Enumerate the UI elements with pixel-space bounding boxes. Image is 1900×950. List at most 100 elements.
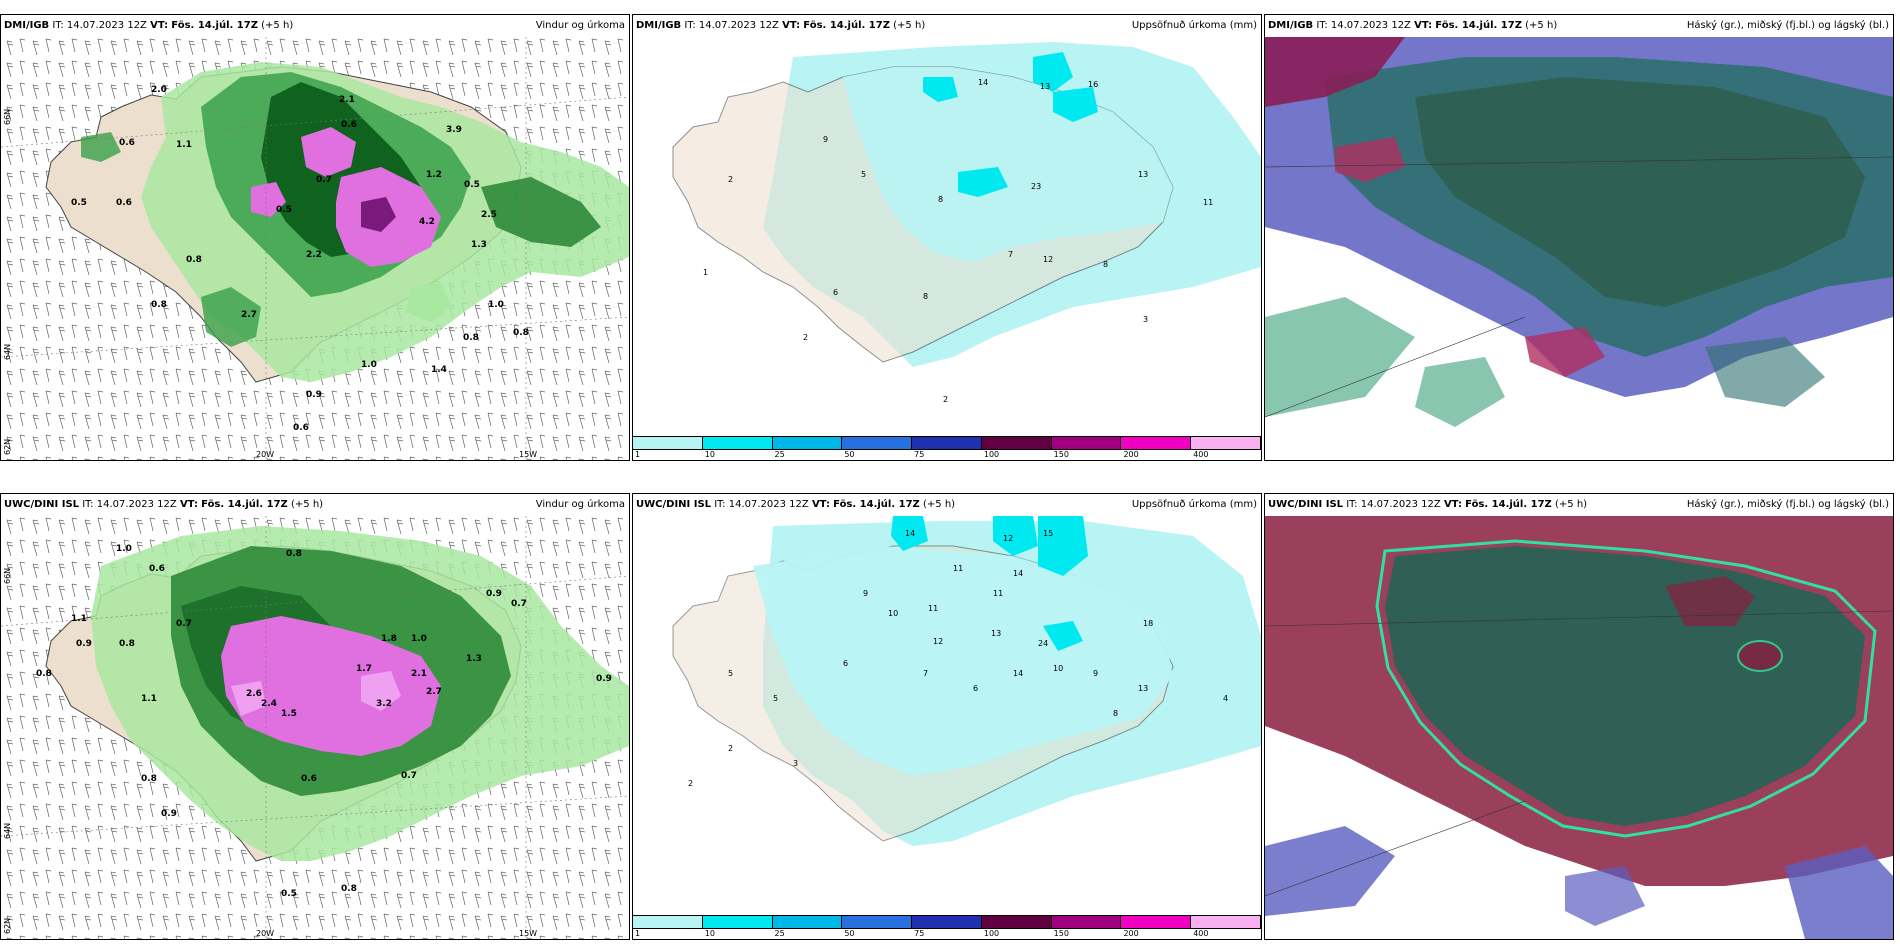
map-accum-precip: 14 13 16 9 5 8 23 13 11 8 2 6 8 12 7 1 2… — [672, 42, 1261, 404]
precip-label: 0.7 — [316, 175, 332, 185]
colorbar-swatch — [912, 436, 982, 450]
colorbar-swatch — [912, 915, 982, 929]
precip-label: 0.8 — [119, 639, 135, 649]
accum-label: 5 — [773, 694, 778, 703]
accum-label: 16 — [1088, 80, 1098, 89]
panel-header: UWC/DINI ISL IT: 14.07.2023 12Z VT: Fös.… — [1, 494, 629, 516]
panel-accum-precip-uwc: UWC/DINI ISL IT: 14.07.2023 12Z VT: Fös.… — [632, 493, 1262, 940]
accum-label: 6 — [843, 659, 848, 668]
colorbar-label: 100 — [983, 929, 1000, 938]
panel-header: DMI/IGB IT: 14.07.2023 12Z VT: Fös. 14.j… — [1, 15, 629, 37]
lat-label: 62N — [3, 917, 12, 934]
accum-label: 1 — [703, 268, 708, 277]
accum-label: 11 — [1203, 198, 1213, 207]
lead-time: (+5 h) — [893, 20, 926, 31]
accum-label: 18 — [1143, 619, 1153, 628]
precip-label: 2.4 — [261, 699, 277, 709]
precip-label: 1.1 — [71, 614, 87, 624]
valid-time: Fös. 14.júl. 17Z — [833, 499, 920, 510]
colorbar-label: 25 — [774, 450, 785, 459]
precip-label: 0.7 — [511, 599, 527, 609]
precip-label: 1.0 — [411, 634, 427, 644]
precip-label: 0.8 — [186, 255, 202, 265]
accum-label: 11 — [953, 564, 963, 573]
accum-label: 13 — [1138, 170, 1148, 179]
lead-time: (+5 h) — [1525, 20, 1558, 31]
colorbar-swatch — [1121, 915, 1192, 929]
accum-label: 11 — [993, 589, 1003, 598]
precip-label: 0.7 — [401, 771, 417, 781]
precip-label: 0.6 — [293, 423, 309, 433]
colorbar-label: 25 — [774, 929, 785, 938]
precip-label: 0.5 — [281, 889, 297, 899]
map-clouds — [1265, 37, 1893, 460]
lead-time: (+5 h) — [1555, 499, 1588, 510]
accum-label: 12 — [1003, 534, 1013, 543]
colorbar-label: 100 — [983, 450, 1000, 459]
valid-time: Fös. 14.júl. 17Z — [1435, 20, 1522, 31]
panel-accum-precip-dmi: DMI/IGB IT: 14.07.2023 12Z VT: Fös. 14.j… — [632, 14, 1262, 461]
accum-label: 15 — [1043, 529, 1053, 538]
precip-label: 0.8 — [513, 328, 529, 338]
valid-time: Fös. 14.júl. 17Z — [171, 20, 258, 31]
precip-label: 2.7 — [241, 310, 257, 320]
precip-label: 1.3 — [471, 240, 487, 250]
precip-label: 2.1 — [339, 95, 355, 105]
lead-time: (+5 h) — [291, 499, 324, 510]
lon-label: 15W — [519, 929, 538, 938]
panel-wind-precip-uwc: UWC/DINI ISL IT: 14.07.2023 12Z VT: Fös.… — [0, 493, 630, 940]
precip-label: 0.9 — [486, 589, 502, 599]
valid-time: Fös. 14.júl. 17Z — [201, 499, 288, 510]
precip-label: 4.2 — [419, 217, 435, 227]
lat-label: 66N — [3, 108, 12, 125]
colorbar-swatch — [842, 915, 913, 929]
lead-time: (+5 h) — [261, 20, 294, 31]
panel-wind-precip-dmi: DMI/IGB IT: 14.07.2023 12Z VT: Fös. 14.j… — [0, 14, 630, 461]
colorbar-label: 400 — [1193, 450, 1209, 459]
precip-label: 0.7 — [176, 619, 192, 629]
precip-label: 0.5 — [464, 180, 480, 190]
precip-label: 1.0 — [488, 300, 504, 310]
accum-label: 2 — [728, 744, 733, 753]
precip-label: 0.9 — [596, 674, 612, 684]
colorbar-label: 400 — [1193, 929, 1209, 938]
precip-label: 0.9 — [306, 390, 322, 400]
model-name: UWC/DINI ISL — [4, 499, 80, 510]
lon-label: 20W — [256, 929, 275, 938]
map-accum-precip: 14 12 15 11 14 11 9 10 11 13 24 14 12 10… — [672, 516, 1261, 846]
accum-label: 8 — [1103, 260, 1108, 269]
precip-label: 1.0 — [116, 544, 132, 554]
accum-label: 9 — [1093, 669, 1098, 678]
colorbar-swatch — [702, 436, 773, 450]
colorbar-swatch — [1191, 436, 1261, 450]
lat-label: 64N — [3, 822, 12, 839]
colorbar-label: 50 — [844, 450, 855, 459]
accum-label: 13 — [1138, 684, 1148, 693]
precip-label: 1.4 — [431, 365, 447, 375]
precip-label: 0.8 — [36, 669, 52, 679]
valid-time: Fös. 14.júl. 17Z — [803, 20, 890, 31]
colorbar-swatch — [772, 436, 843, 450]
model-name: DMI/IGB — [4, 20, 50, 31]
accum-label: 6 — [833, 288, 838, 297]
colorbar-swatch — [1051, 915, 1122, 929]
precip-label: 0.8 — [151, 300, 167, 310]
valid-time: Fös. 14.júl. 17Z — [1465, 499, 1552, 510]
map-wind-precip: 1.0 0.6 0.8 1.1 0.7 0.9 0.8 0.8 1.1 2.6 … — [1, 516, 629, 939]
accum-label: 13 — [1040, 82, 1050, 91]
precip-label: 2.1 — [411, 669, 427, 679]
accum-label: 5 — [861, 170, 866, 179]
precip-label: 2.7 — [426, 687, 442, 697]
colorbar-label: 75 — [914, 929, 925, 938]
init-time: 14.07.2023 12Z — [96, 499, 177, 510]
accum-label: 12 — [933, 637, 943, 646]
colorbar-swatch — [633, 915, 703, 929]
colorbar-label: 10 — [704, 929, 715, 938]
precip-label: 1.2 — [426, 170, 442, 180]
lon-label: 20W — [256, 450, 275, 459]
init-time: 14.07.2023 12Z — [698, 20, 779, 31]
panel-header: DMI/IGB IT: 14.07.2023 12Z VT: Fös. 14.j… — [1265, 15, 1893, 37]
colorbar-label: 1 — [635, 929, 641, 938]
precip-label: 1.5 — [281, 709, 297, 719]
accum-label: 9 — [823, 135, 828, 144]
